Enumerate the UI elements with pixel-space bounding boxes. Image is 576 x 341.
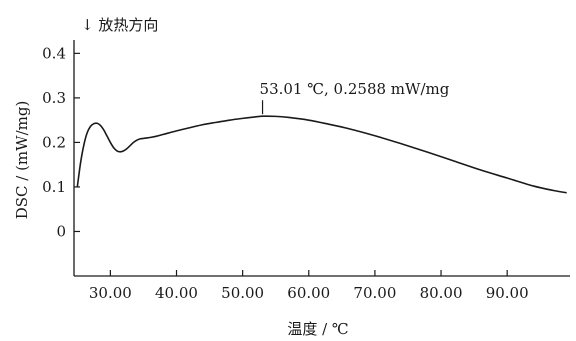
- x-tick-label: 50.00: [221, 284, 264, 302]
- peak-annotation-label: 53.01 ℃, 0.2588 mW/mg: [260, 80, 450, 98]
- exothermic-direction-label: ↓ 放热方向: [81, 16, 158, 34]
- y-tick-label: 0: [56, 222, 66, 240]
- ticks: 0 0.1 0.2 0.3 0.4 30.00 40.00 50.00 60.00 70.00 80…: [42, 44, 529, 302]
- axes: [73, 40, 570, 277]
- x-tick-label: 70.00: [353, 284, 396, 302]
- x-axis-title: 温度 / ℃: [287, 320, 348, 338]
- y-tick-label: 0.1: [42, 178, 66, 196]
- annotation-group: 53.01 ℃, 0.2588 mW/mg: [260, 80, 450, 115]
- y-axis-title: DSC / (mW/mg): [13, 101, 31, 220]
- x-tick-label: 30.00: [89, 284, 132, 302]
- x-tick-label: 40.00: [155, 284, 198, 302]
- x-tick-label: 60.00: [287, 284, 330, 302]
- dsc-curve: [76, 115, 567, 194]
- series-group: [76, 115, 567, 194]
- x-tick-label: 80.00: [420, 284, 463, 302]
- y-tick-label: 0.3: [42, 89, 66, 107]
- y-tick-label: 0.4: [42, 44, 66, 62]
- x-tick-label: 90.00: [486, 284, 529, 302]
- y-tick-label: 0.2: [42, 133, 66, 151]
